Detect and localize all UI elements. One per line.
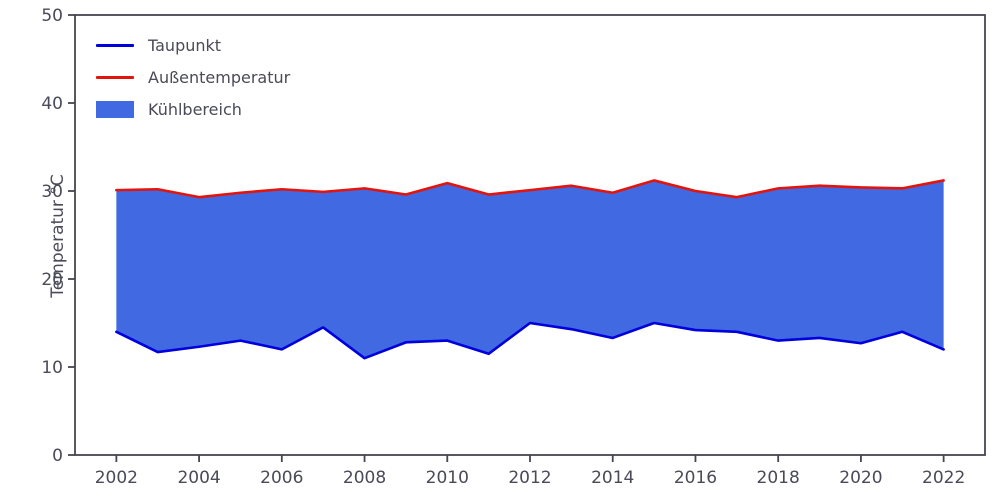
- y-tick-label: 30: [41, 182, 63, 202]
- aussentemperatur-line-swatch: [96, 76, 134, 79]
- y-tick-label: 40: [41, 94, 63, 114]
- y-tick-label: 20: [41, 270, 63, 290]
- x-tick-label: 2014: [591, 468, 634, 488]
- x-tick-label: 2018: [757, 468, 800, 488]
- x-tick-label: 2004: [177, 468, 220, 488]
- y-axis-label: Temperatur °C: [48, 174, 68, 298]
- taupunkt-line-swatch: [96, 44, 134, 47]
- legend-label: Außentemperatur: [148, 68, 291, 87]
- legend-entry-aussentemperatur: Außentemperatur: [96, 68, 290, 87]
- x-tick-label: 2002: [95, 468, 138, 488]
- x-tick-label: 2022: [922, 468, 965, 488]
- legend-entry-taupunkt: Taupunkt: [96, 36, 290, 55]
- y-tick-label: 10: [41, 358, 63, 378]
- kuehlbereich-fill-swatch: [96, 101, 134, 118]
- legend-label: Kühlbereich: [148, 100, 242, 119]
- x-tick-label: 2006: [260, 468, 303, 488]
- y-tick-label: 50: [41, 6, 63, 26]
- fill-kuehlbereich: [116, 180, 944, 359]
- line-taupunkt: [115, 321, 945, 360]
- legend: Taupunkt Außentemperatur Kühlbereich: [96, 36, 290, 119]
- legend-label: Taupunkt: [148, 36, 222, 55]
- legend-entry-kuehlbereich: Kühlbereich: [96, 100, 290, 119]
- x-tick-label: 2020: [839, 468, 882, 488]
- x-tick-label: 2008: [343, 468, 386, 488]
- x-tick-label: 2012: [508, 468, 551, 488]
- x-tick-label: 2010: [426, 468, 469, 488]
- line-aussentemperatur: [115, 179, 945, 199]
- x-tick-label: 2016: [674, 468, 717, 488]
- y-tick-label: 0: [52, 446, 63, 466]
